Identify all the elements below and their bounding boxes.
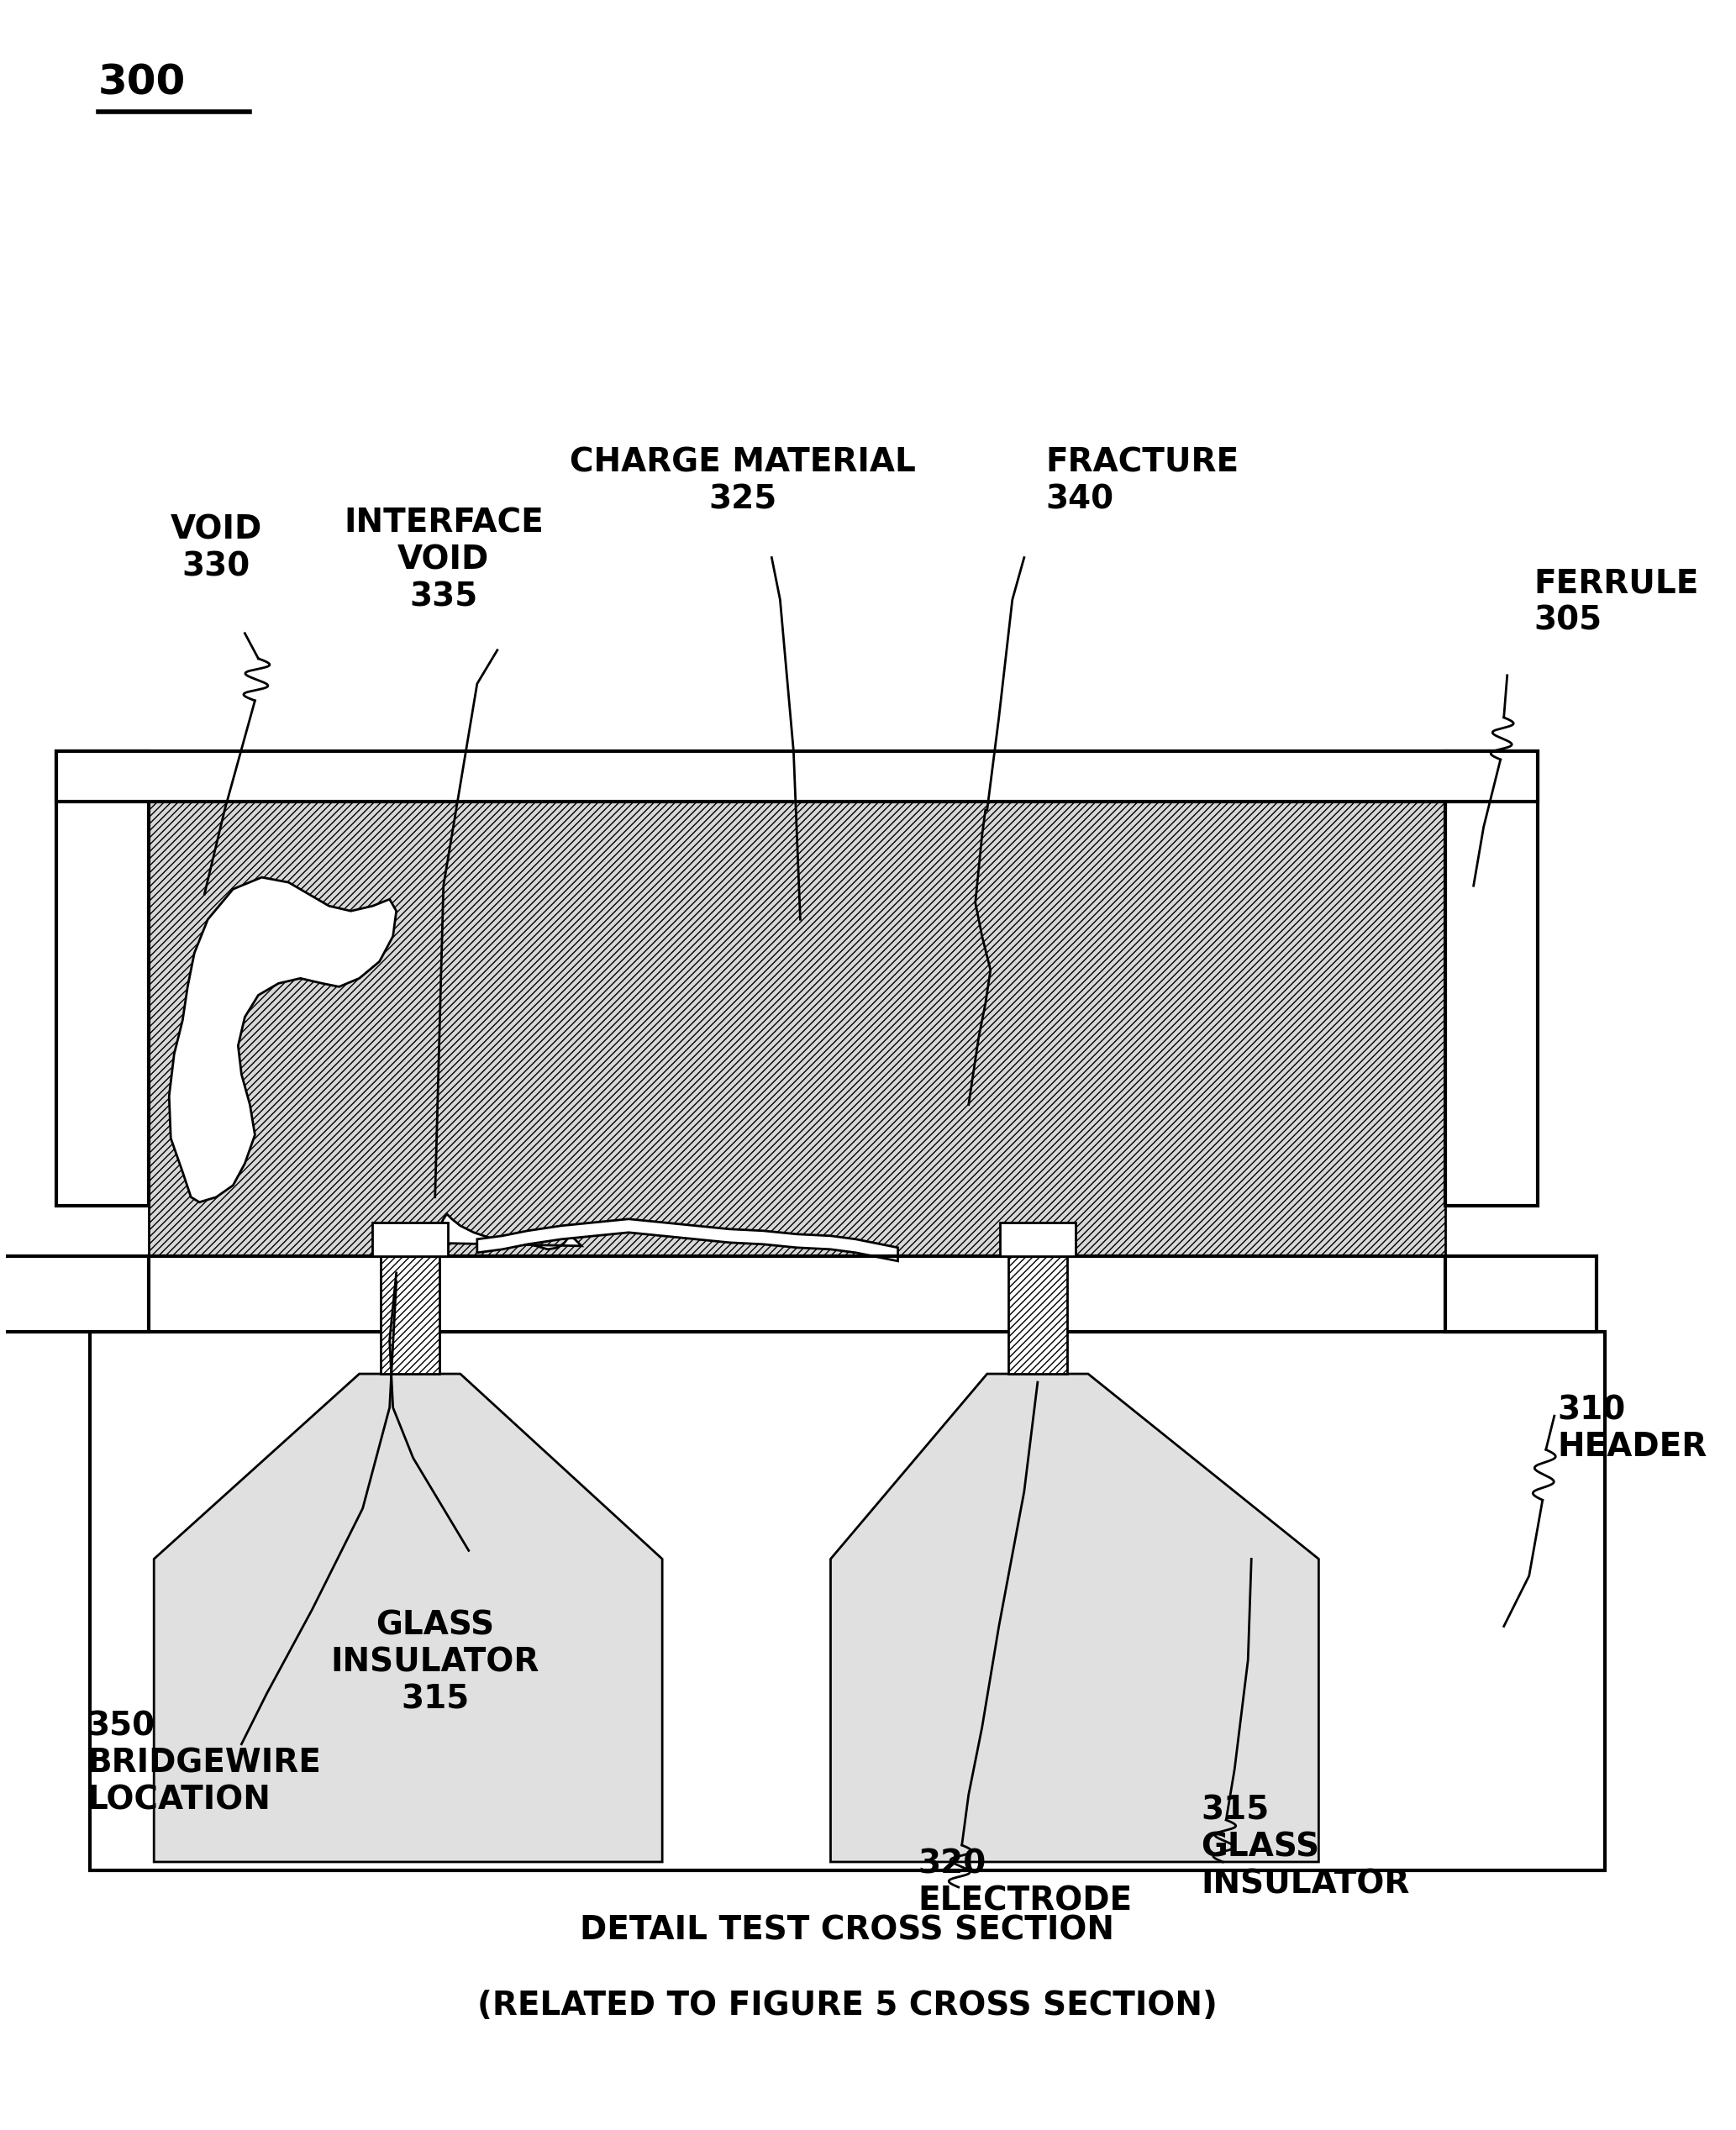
Polygon shape xyxy=(830,1374,1319,1862)
Bar xyxy=(90,1331,1604,1870)
Bar xyxy=(380,1257,439,1374)
Bar xyxy=(1000,1223,1076,1257)
Polygon shape xyxy=(155,1374,661,1862)
Text: 350
BRIDGEWIRE
LOCATION: 350 BRIDGEWIRE LOCATION xyxy=(87,1710,321,1817)
Polygon shape xyxy=(477,1218,898,1261)
Text: DETAIL TEST CROSS SECTION: DETAIL TEST CROSS SECTION xyxy=(580,1915,1115,1947)
Text: (RELATED TO FIGURE 5 CROSS SECTION): (RELATED TO FIGURE 5 CROSS SECTION) xyxy=(477,1989,1217,2021)
Bar xyxy=(56,752,1538,801)
Text: 320
ELECTRODE: 320 ELECTRODE xyxy=(918,1849,1132,1917)
Text: 315
GLASS
INSULATOR: 315 GLASS INSULATOR xyxy=(1201,1796,1410,1900)
Bar xyxy=(1009,1257,1068,1374)
Bar xyxy=(0,1257,149,1331)
Text: FERRULE
305: FERRULE 305 xyxy=(1535,569,1700,637)
Text: VOID
330: VOID 330 xyxy=(170,513,262,584)
Bar xyxy=(149,801,1444,1257)
Text: GLASS
INSULATOR
315: GLASS INSULATOR 315 xyxy=(330,1610,540,1715)
Polygon shape xyxy=(168,878,396,1201)
Text: 300: 300 xyxy=(99,62,186,102)
Text: 310
HEADER: 310 HEADER xyxy=(1557,1393,1708,1463)
Bar xyxy=(1444,752,1538,1206)
Text: INTERFACE
VOID
335: INTERFACE VOID 335 xyxy=(344,507,543,613)
Polygon shape xyxy=(413,1214,582,1250)
Text: FRACTURE
340: FRACTURE 340 xyxy=(1047,447,1240,515)
Text: CHARGE MATERIAL
325: CHARGE MATERIAL 325 xyxy=(569,447,917,515)
Bar xyxy=(1444,1257,1597,1331)
Bar xyxy=(56,752,149,1206)
Bar xyxy=(372,1223,448,1257)
